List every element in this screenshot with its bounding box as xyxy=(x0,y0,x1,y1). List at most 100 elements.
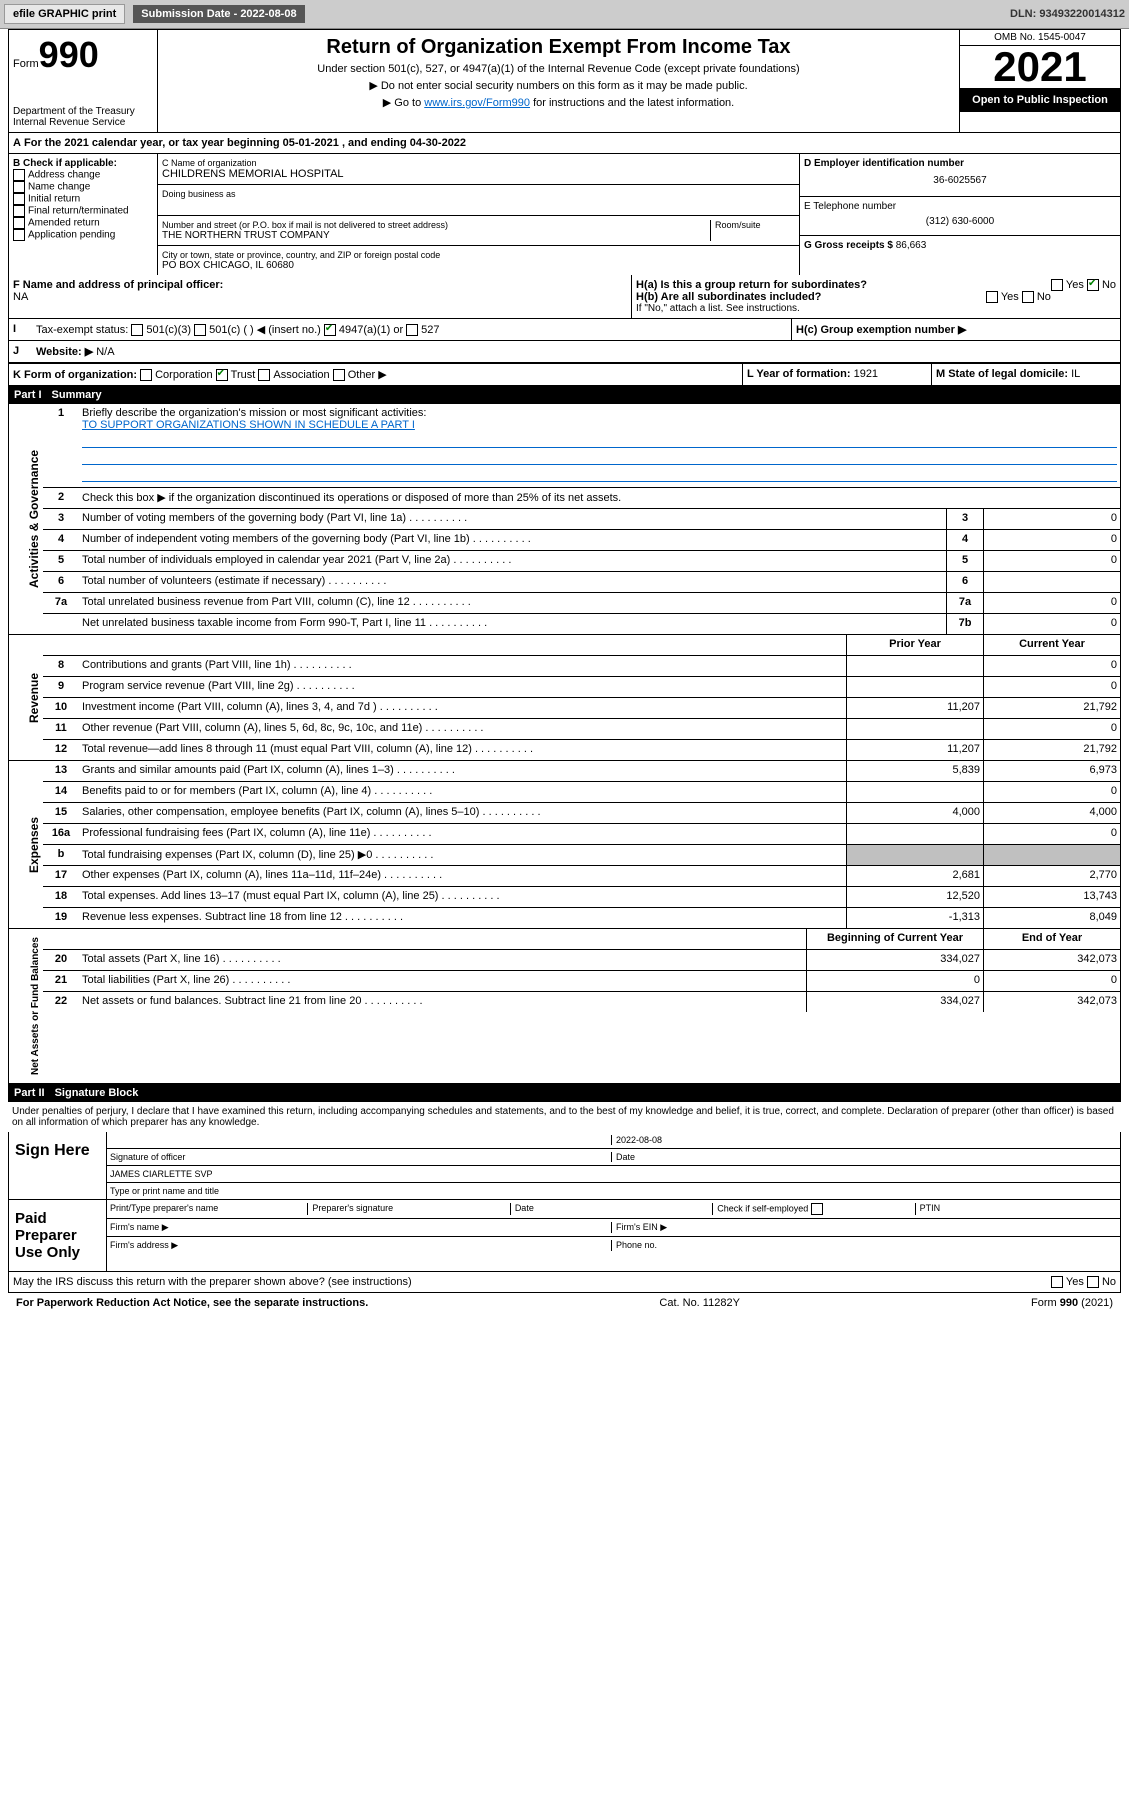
table-row: 11Other revenue (Part VIII, column (A), … xyxy=(43,719,1120,740)
summary-governance: Activities & Governance 1Briefly describ… xyxy=(8,404,1121,635)
table-row: 13Grants and similar amounts paid (Part … xyxy=(43,761,1120,782)
cb-initial-return[interactable] xyxy=(13,193,25,205)
cb-app-pending[interactable] xyxy=(13,229,25,241)
box-i: Tax-exempt status: 501(c)(3) 501(c) ( ) … xyxy=(32,319,791,340)
vlabel-rev: Revenue xyxy=(9,635,43,760)
table-row: 18Total expenses. Add lines 13–17 (must … xyxy=(43,887,1120,908)
part1-header: Part I Summary xyxy=(8,386,1121,404)
irs-link[interactable]: www.irs.gov/Form990 xyxy=(424,97,530,109)
cb-address-change[interactable] xyxy=(13,169,25,181)
subtitle-1: Under section 501(c), 527, or 4947(a)(1)… xyxy=(164,63,953,75)
cb-hb-no[interactable] xyxy=(1022,291,1034,303)
net-row: 22Net assets or fund balances. Subtract … xyxy=(43,992,1120,1012)
gov-row: 4Number of independent voting members of… xyxy=(43,530,1120,551)
cb-final-return[interactable] xyxy=(13,205,25,217)
sign-here-label: Sign Here xyxy=(9,1132,106,1199)
box-b: B Check if applicable: Address change Na… xyxy=(9,154,158,275)
cb-501c[interactable] xyxy=(194,324,206,336)
cb-hb-yes[interactable] xyxy=(986,291,998,303)
cb-other[interactable] xyxy=(333,369,345,381)
gov-row: 5Total number of individuals employed in… xyxy=(43,551,1120,572)
cb-501c3[interactable] xyxy=(131,324,143,336)
summary-netassets: Net Assets or Fund Balances Beginning of… xyxy=(8,929,1121,1084)
table-row: 17Other expenses (Part IX, column (A), l… xyxy=(43,866,1120,887)
title-box: Return of Organization Exempt From Incom… xyxy=(158,30,960,132)
table-row: 9Program service revenue (Part VIII, lin… xyxy=(43,677,1120,698)
summary-revenue: Revenue Prior Year Current Year 8Contrib… xyxy=(8,635,1121,761)
net-row: 21Total liabilities (Part X, line 26)00 xyxy=(43,971,1120,992)
form-label: Form xyxy=(13,58,39,70)
cb-self-employed[interactable] xyxy=(811,1203,823,1215)
penalty-statement: Under penalties of perjury, I declare th… xyxy=(8,1102,1121,1132)
table-row: 12Total revenue—add lines 8 through 11 (… xyxy=(43,740,1120,760)
form-990: 990 xyxy=(39,34,99,75)
cb-assoc[interactable] xyxy=(258,369,270,381)
box-c: C Name of organizationCHILDRENS MEMORIAL… xyxy=(158,154,800,275)
table-row: 19Revenue less expenses. Subtract line 1… xyxy=(43,908,1120,928)
gov-row: 3Number of voting members of the governi… xyxy=(43,509,1120,530)
table-row: bTotal fundraising expenses (Part IX, co… xyxy=(43,845,1120,866)
tax-year: 2021 xyxy=(960,46,1120,88)
col-begin: Beginning of Current Year xyxy=(806,929,983,949)
dept-irs: Internal Revenue Service xyxy=(13,117,153,128)
table-row: 15Salaries, other compensation, employee… xyxy=(43,803,1120,824)
efile-label: efile GRAPHIC print xyxy=(4,4,125,24)
vlabel-net: Net Assets or Fund Balances xyxy=(9,929,43,1083)
col-prior: Prior Year xyxy=(846,635,983,655)
form-number-box: Form990 Department of the Treasury Inter… xyxy=(9,30,158,132)
cb-4947[interactable] xyxy=(324,324,336,336)
net-row: 20Total assets (Part X, line 16)334,0273… xyxy=(43,950,1120,971)
box-l: L Year of formation: 1921 xyxy=(743,364,932,385)
submission-date: Submission Date - 2022-08-08 xyxy=(133,5,304,23)
subtitle-3: ▶ Go to www.irs.gov/Form990 for instruct… xyxy=(164,96,953,109)
box-k: K Form of organization: Corporation Trus… xyxy=(9,364,743,385)
cb-ha-yes[interactable] xyxy=(1051,279,1063,291)
dept-treasury: Department of the Treasury xyxy=(13,106,153,117)
gross-receipts: 86,663 xyxy=(896,240,927,251)
city: PO BOX CHICAGO, IL 60680 xyxy=(162,260,795,271)
gov-row: 7aTotal unrelated business revenue from … xyxy=(43,593,1120,614)
cb-amended[interactable] xyxy=(13,217,25,229)
street: THE NORTHERN TRUST COMPANY xyxy=(162,230,710,241)
cb-discuss-no[interactable] xyxy=(1087,1276,1099,1288)
col-end: End of Year xyxy=(983,929,1120,949)
page-footer: For Paperwork Reduction Act Notice, see … xyxy=(8,1293,1121,1313)
box-m: M State of legal domicile: IL xyxy=(932,364,1120,385)
open-inspection: Open to Public Inspection xyxy=(960,88,1120,112)
subtitle-2: ▶ Do not enter social security numbers o… xyxy=(164,79,953,92)
vlabel-exp: Expenses xyxy=(9,761,43,928)
table-row: 8Contributions and grants (Part VIII, li… xyxy=(43,656,1120,677)
box-d-e-g: D Employer identification number36-60255… xyxy=(800,154,1120,275)
cb-trust[interactable] xyxy=(216,369,228,381)
cb-ha-no[interactable] xyxy=(1087,279,1099,291)
ein: 36-6025567 xyxy=(804,169,1116,192)
dln: DLN: 93493220014312 xyxy=(1010,8,1125,20)
tax-period: A For the 2021 calendar year, or tax yea… xyxy=(9,133,1120,154)
cb-discuss-yes[interactable] xyxy=(1051,1276,1063,1288)
cb-name-change[interactable] xyxy=(13,181,25,193)
gov-row: 6Total number of volunteers (estimate if… xyxy=(43,572,1120,593)
summary-expenses: Expenses 13Grants and similar amounts pa… xyxy=(8,761,1121,929)
part2-header: Part II Signature Block xyxy=(8,1084,1121,1102)
officer-name: JAMES CIARLETTE SVP xyxy=(110,1169,1117,1179)
box-hc: H(c) Group exemption number ▶ xyxy=(791,319,1120,340)
cb-corp[interactable] xyxy=(140,369,152,381)
table-row: 10Investment income (Part VIII, column (… xyxy=(43,698,1120,719)
main-title: Return of Organization Exempt From Incom… xyxy=(164,36,953,59)
box-h: H(a) Is this a group return for subordin… xyxy=(632,275,1120,318)
gov-row: Net unrelated business taxable income fr… xyxy=(43,614,1120,634)
toolbar: efile GRAPHIC print Submission Date - 20… xyxy=(0,0,1129,29)
phone: (312) 630-6000 xyxy=(804,212,1116,231)
sig-date: 2022-08-08 xyxy=(611,1135,1117,1145)
paid-prep-label: Paid Preparer Use Only xyxy=(9,1200,106,1271)
box-f: F Name and address of principal officer:… xyxy=(9,275,632,318)
cb-527[interactable] xyxy=(406,324,418,336)
year-box: OMB No. 1545-0047 2021 Open to Public In… xyxy=(960,30,1120,132)
col-current: Current Year xyxy=(983,635,1120,655)
mission-text: TO SUPPORT ORGANIZATIONS SHOWN IN SCHEDU… xyxy=(82,419,415,431)
vlabel-gov: Activities & Governance xyxy=(9,404,43,634)
org-name: CHILDRENS MEMORIAL HOSPITAL xyxy=(162,168,795,180)
table-row: 16aProfessional fundraising fees (Part I… xyxy=(43,824,1120,845)
may-irs-discuss: May the IRS discuss this return with the… xyxy=(8,1272,1121,1293)
table-row: 14Benefits paid to or for members (Part … xyxy=(43,782,1120,803)
